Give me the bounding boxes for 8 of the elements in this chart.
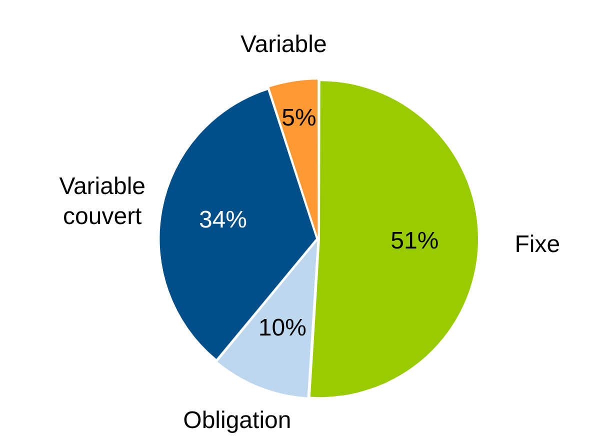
- data-label: 5%: [282, 104, 316, 132]
- slice-label: Fixe: [514, 230, 560, 258]
- slice-label: Variable couvert: [59, 172, 146, 230]
- data-label: 34%: [198, 206, 248, 234]
- slice-label: Variable: [240, 31, 327, 58]
- data-label: 10%: [258, 314, 306, 342]
- slice-label: Obligation: [183, 406, 292, 434]
- data-label: 51%: [390, 228, 439, 255]
